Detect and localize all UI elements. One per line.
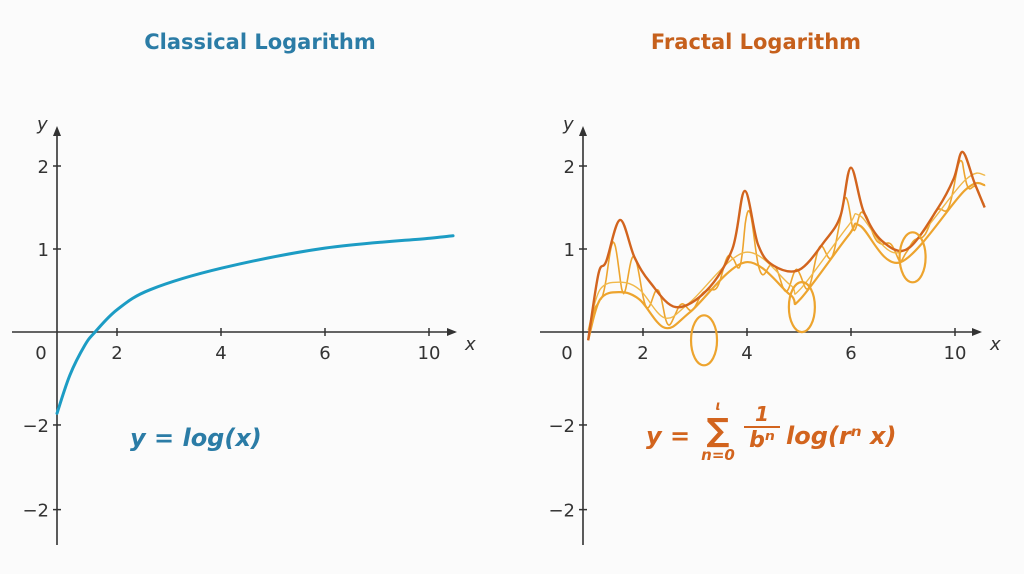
eq-sum: ι ∑ n=0 [698,399,738,465]
eq-lhs: y = [646,422,691,450]
fractal-loop [787,281,816,334]
right-y-tick-label: −2 [548,416,575,437]
right-x-tick-label: 10 [944,343,967,364]
right-x-tick-label: 2 [637,343,648,364]
left-chart-title: Classical Logarithm [144,30,376,54]
left-y-tick-label: 1 [38,240,49,261]
left-equation: y = log(x) [130,424,262,452]
left-x-tick-label: 6 [319,343,330,364]
right-x-tick-label: 6 [845,343,856,364]
left-x-tick-label: 2 [111,343,122,364]
left-y-tick-label: −2 [22,416,49,437]
right-y-label: y [562,114,574,135]
log-curve [55,234,455,415]
left-y-tick-label: 2 [38,157,49,178]
eq-denominator: bⁿ [749,428,775,453]
right-y-tick-label: 2 [564,157,575,178]
eq-fraction: 1 bⁿ [744,402,780,454]
fractal-loop [898,231,927,284]
fractal-upper-curve [586,150,986,341]
eq-sum-lower: n=0 [701,446,735,464]
eq-rhs: log(rⁿ x) [786,422,897,450]
right-y-arrow-icon [579,126,587,136]
fractal-oscillation [589,159,985,326]
right-x-tick-label: 0 [561,343,572,364]
right-x-label: x [989,334,1001,355]
eq-sum-upper: ι [715,399,721,414]
left-y-arrow-icon [53,126,61,136]
left-y-label: y [36,114,48,135]
left-x-label: x [464,334,476,355]
eq-numerator: 1 [744,402,780,428]
right-chart-title: Fractal Logarithm [650,30,862,54]
left-y-tick-label: −2 [22,501,49,522]
eq-sum-symbol: ∑ [706,411,730,449]
left-x-arrow-icon [447,328,457,336]
right-x-arrow-icon [972,328,982,336]
right-y-tick-label: −2 [548,501,575,522]
left-x-tick-label: 4 [215,343,226,364]
fractal-loop [689,314,719,367]
left-x-tick-label: 0 [35,343,46,364]
left-x-tick-label: 10 [418,343,441,364]
right-x-tick-label: 4 [741,343,752,364]
right-y-tick-label: 1 [564,240,575,261]
right-equation: y = ι ∑ n=0 1 bⁿ log(rⁿ x) [646,400,946,480]
